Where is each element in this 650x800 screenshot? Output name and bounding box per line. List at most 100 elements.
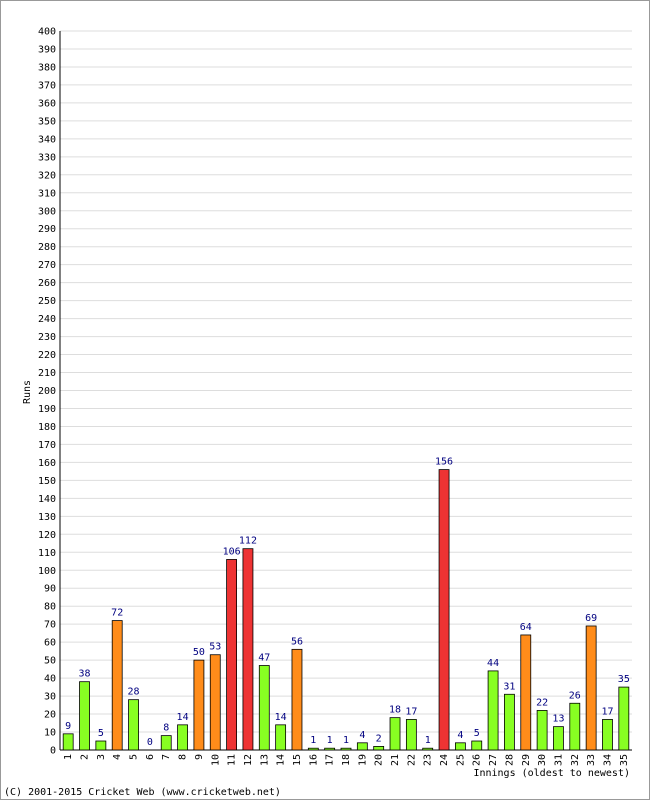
bar	[62, 733, 74, 751]
bar	[536, 710, 548, 751]
y-tick-label: 390	[38, 44, 56, 55]
y-axis-label: Runs	[22, 380, 33, 404]
y-tick-label: 90	[44, 584, 56, 595]
y-tick-label: 380	[38, 62, 56, 73]
y-tick-label: 180	[38, 422, 56, 433]
y-tick-label: 30	[44, 692, 56, 703]
y-tick-label: 130	[38, 512, 56, 523]
x-tick-label: 16	[308, 754, 319, 766]
value-label: 22	[536, 697, 548, 708]
y-tick-label: 160	[38, 458, 56, 469]
x-tick-label: 13	[259, 754, 270, 766]
x-tick-label: 17	[325, 754, 336, 766]
bar	[602, 719, 613, 751]
value-label: 4	[457, 730, 463, 741]
x-tick-label: 25	[455, 754, 466, 766]
y-tick-label: 320	[38, 170, 56, 181]
y-tick-label: 70	[44, 620, 56, 631]
y-tick-label: 210	[38, 368, 56, 379]
x-tick-label: 26	[472, 754, 483, 766]
value-label: 26	[569, 690, 581, 701]
x-tick-label: 23	[423, 754, 434, 766]
value-label: 38	[78, 669, 90, 680]
x-tick-label: 8	[178, 754, 189, 760]
bar	[258, 665, 270, 751]
y-tick-label: 140	[38, 494, 56, 505]
bar	[504, 693, 515, 751]
bar	[487, 670, 499, 751]
x-tick-label: 35	[619, 754, 630, 766]
value-label: 2	[376, 733, 382, 744]
bar	[405, 719, 417, 751]
bar	[291, 648, 303, 751]
y-tick-label: 290	[38, 224, 56, 235]
value-label: 5	[98, 728, 104, 739]
x-tick-label: 29	[521, 754, 532, 766]
value-label: 1	[310, 735, 316, 746]
value-label: 14	[275, 712, 287, 723]
x-tick-label: 34	[602, 754, 613, 766]
x-axis-label: Innings (oldest to newest)	[473, 768, 630, 779]
value-label: 14	[177, 712, 189, 723]
y-tick-label: 190	[38, 404, 56, 415]
bar	[438, 469, 450, 751]
y-tick-label: 310	[38, 188, 56, 199]
value-label: 9	[65, 721, 71, 732]
x-tick-label: 2	[80, 754, 91, 760]
bar	[275, 724, 287, 751]
value-label: 1	[343, 735, 349, 746]
bar	[553, 726, 564, 751]
y-tick-label: 150	[38, 476, 56, 487]
value-label: 17	[405, 706, 417, 717]
bar	[160, 735, 172, 751]
value-label: 72	[111, 608, 123, 619]
bar	[373, 746, 385, 751]
bar	[520, 634, 532, 751]
y-tick-label: 80	[44, 602, 56, 613]
value-label: 13	[552, 714, 564, 725]
y-tick-label: 10	[44, 728, 56, 739]
y-tick-label: 110	[38, 548, 56, 559]
bar	[79, 681, 90, 751]
bar	[242, 548, 254, 751]
y-tick-label: 230	[38, 332, 56, 343]
bar	[356, 742, 368, 751]
x-tick-label: 15	[292, 754, 303, 766]
x-tick-label: 12	[243, 754, 254, 766]
y-tick-label: 100	[38, 566, 56, 577]
bar	[226, 559, 238, 751]
y-tick-label: 340	[38, 134, 56, 145]
y-tick-label: 50	[44, 656, 56, 667]
x-tick-label: 32	[570, 754, 581, 766]
bar	[618, 686, 630, 751]
value-label: 4	[359, 730, 365, 741]
value-label: 50	[193, 647, 205, 658]
y-tick-label: 240	[38, 314, 56, 325]
footer: (C) 2001-2015 Cricket Web (www.cricketwe…	[4, 787, 281, 798]
value-label: 28	[128, 687, 140, 698]
y-tick-label: 120	[38, 530, 56, 541]
x-tick-label: 10	[210, 754, 221, 766]
x-tick-label: 4	[112, 754, 123, 760]
bar	[569, 702, 581, 751]
value-label: 56	[291, 636, 303, 647]
value-label: 69	[585, 613, 597, 624]
bar	[340, 747, 352, 751]
bar	[193, 659, 205, 751]
x-tick-label: 3	[96, 754, 107, 760]
x-tick-label: 24	[439, 754, 450, 766]
bar	[111, 620, 123, 751]
bar	[324, 747, 336, 751]
x-tick-label: 7	[161, 754, 172, 760]
bar	[177, 724, 188, 751]
y-tick-label: 350	[38, 116, 56, 127]
value-label: 0	[147, 737, 153, 748]
bar	[209, 654, 221, 751]
x-tick-label: 28	[504, 754, 515, 766]
x-tick-label: 5	[129, 754, 140, 760]
x-tick-label: 33	[586, 754, 597, 766]
y-tick-label: 20	[44, 710, 56, 721]
value-label: 35	[618, 674, 630, 685]
bar	[585, 625, 597, 751]
